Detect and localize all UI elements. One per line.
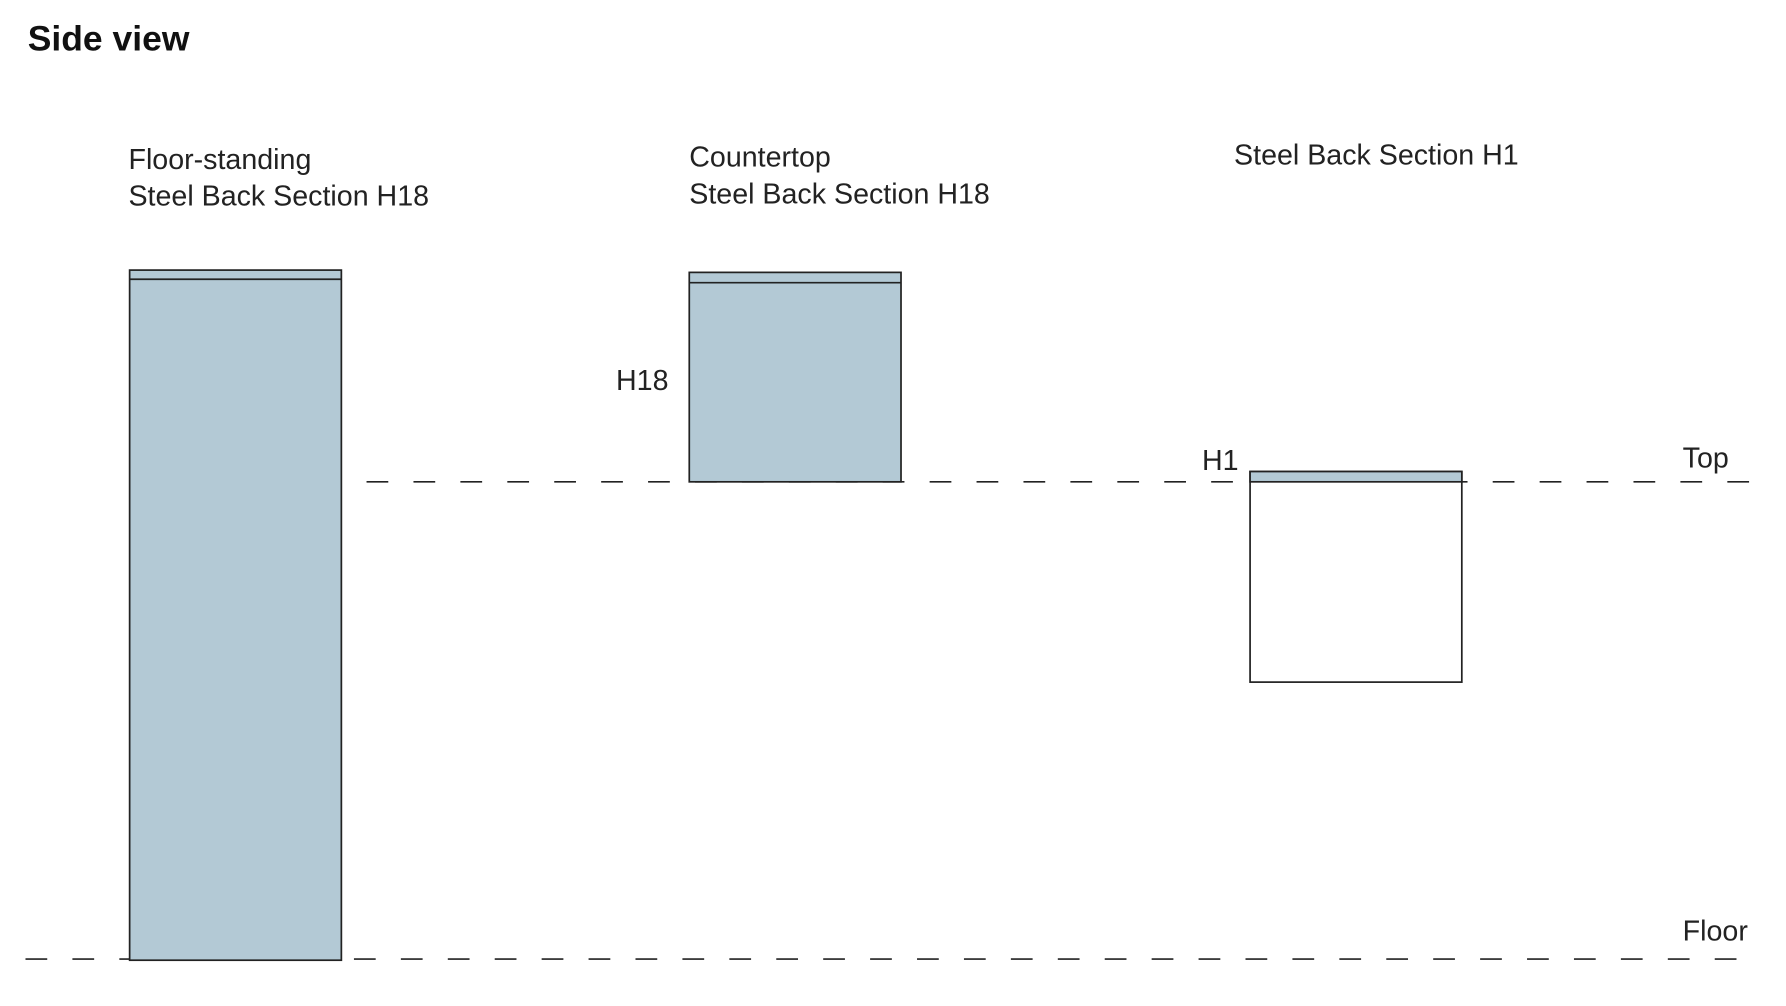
floor-label: Floor bbox=[1683, 915, 1749, 947]
countertop-unit bbox=[688, 271, 902, 483]
unit-label: Steel Back Section H1 bbox=[1234, 139, 1519, 171]
unit-label: Steel Back Section H18 bbox=[128, 181, 429, 213]
built-in-unit bbox=[1249, 470, 1463, 683]
height-label: H18 bbox=[616, 365, 668, 397]
top-label: Top bbox=[1683, 443, 1729, 475]
floor-unit bbox=[128, 269, 343, 962]
unit-label: Countertop bbox=[689, 142, 831, 174]
height-label: H1 bbox=[1202, 445, 1239, 477]
steel-back-strip bbox=[1249, 470, 1463, 483]
title: Side view bbox=[28, 19, 190, 59]
unit-label: Floor-standing bbox=[128, 144, 311, 176]
unit-label: Steel Back Section H18 bbox=[689, 178, 990, 210]
